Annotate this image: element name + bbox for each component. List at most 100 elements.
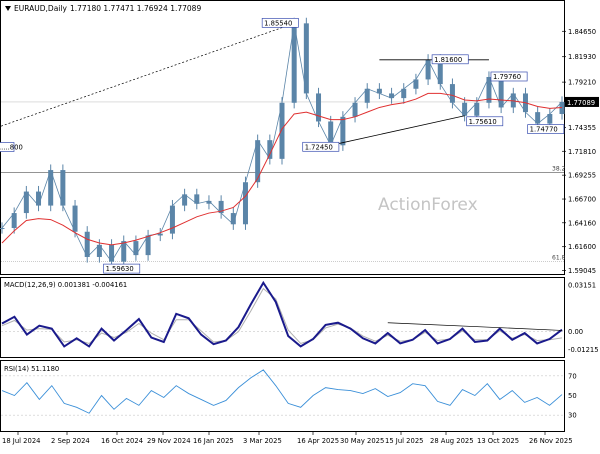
y-axis-tick-layer: 1.84650 1.81930 1.79210 1.74355 1.71810 1.692… [562,28,596,275]
candle-body [255,140,261,183]
candle-body [96,244,102,257]
candle-body [401,88,407,99]
price-tick-label: 1.74355 [568,124,596,132]
price-tick-label: 1.66700 [568,196,596,204]
price-panel-frame [0,0,565,275]
candle-body [109,244,115,262]
macd-tick-label: -0.01215 [568,346,599,354]
candle-body [36,191,42,206]
candle-body [352,102,358,117]
candle-body [218,200,224,214]
symbol-label: EURAUD,Daily [14,4,67,13]
macd-trendline [387,322,563,331]
macd-tick-label: 0.00 [568,328,583,336]
candle-body [316,93,322,122]
candle-body [194,194,200,204]
candle-body [169,205,175,234]
fib-61-label: 61.8 [552,255,566,262]
candle-body [157,233,163,236]
candle-body [474,102,480,116]
rsi-tick-label: 50 [568,392,577,400]
price-tick-label: 1.69255 [568,172,596,180]
price-annotation-box [466,116,504,127]
candle-body [84,231,90,257]
x-tick-label: 15 Jul 2025 [385,437,423,445]
candle-body [48,170,54,206]
last-price-label: 1.77089 [567,99,595,107]
price-tick-label: 1.64160 [568,219,596,227]
price-annotation-label: 1.72450 [305,143,333,151]
last-price-badge [565,96,599,107]
x-tick-label: 29 Nov 2024 [147,437,191,445]
price-annotation-label: 1.85540 [264,19,292,27]
candle-body [291,23,297,103]
price-annotation-label: .....800 [0,144,23,152]
price-annotation-label: 1.59630 [106,265,134,273]
rising-trendline [330,115,465,146]
annotation-layer: 1.85540 1.81600 1.79760 1.72450 1.75610 1.747… [0,17,599,274]
candle-body [340,116,346,146]
rsi-line [1,369,563,414]
x-tick-label: 2 Sep 2024 [51,437,90,445]
candle-body [182,194,188,206]
candle-body [376,88,382,94]
price-tick-label: 1.79210 [568,79,596,87]
candle-body [413,79,419,89]
fib-38-label: 38.2 [552,165,566,172]
macd-series-layer: 0.03151 0.00 -0.01215 [1,280,599,354]
moving-average-line [1,92,563,246]
candle-body [328,121,334,146]
candle-body [72,205,78,232]
candle-body [486,76,492,103]
candle-body [425,59,431,80]
price-annotation-box [490,71,528,82]
collapse-arrow-icon[interactable] [5,6,11,11]
price-annotation-box [302,141,340,152]
price-annotation-box [0,142,15,152]
dotted-trendline [0,23,295,127]
x-tick-label: 30 May 2025 [340,437,384,445]
price-annotation-label: 1.75610 [469,118,497,126]
candle-body [535,112,541,124]
candle-body [11,213,17,229]
candle-body [498,76,504,108]
candle-body [267,140,273,159]
candle-body [0,228,5,230]
close-line [1,23,563,263]
price-annotation-box [527,124,565,134]
price-annotation-box [261,17,299,28]
chart-header: EURAUD,Daily 1.77180 1.77471 1.76924 1.7… [5,4,201,13]
price-tick-label: 1.81930 [568,53,596,61]
macd-line [1,280,563,348]
x-tick-label: 28 Aug 2025 [430,437,474,445]
candle-body [145,235,151,256]
candle-body [242,182,248,225]
candle-body [121,241,127,262]
rsi-panel-frame [0,360,565,432]
candle-body [437,59,443,85]
price-annotation-box [431,54,469,65]
macd-signal-line [1,287,563,345]
price-annotation-label: 1.81600 [434,56,462,64]
macd-panel-frame [0,277,565,358]
x-tick-label: 3 Mar 2025 [243,437,282,445]
candle-body [449,84,455,103]
watermark-text: ActionForex [378,195,478,215]
price-tick-label: 1.61600 [568,243,596,251]
x-tick-label: 16 Apr 2025 [297,437,339,445]
candle-body [230,213,236,225]
macd-title: MACD(12,26,9) 0.001381 -0.004161 [4,281,127,289]
candle-body [303,23,309,94]
ohlc-label: 1.77180 1.77471 1.76924 1.77089 [70,4,201,13]
price-series-layer [0,17,565,268]
candle-body [364,88,370,103]
x-tick-label: 16 Jan 2025 [193,437,234,445]
rsi-tick-label: 70 [568,372,577,380]
candle-body [206,200,212,204]
x-tick-label: 26 Nov 2025 [529,437,573,445]
candle-body [389,93,395,99]
candle-body [559,101,565,114]
rsi-series-layer: 70 50 30 [1,369,577,420]
price-tick-label: 1.71810 [568,148,596,156]
